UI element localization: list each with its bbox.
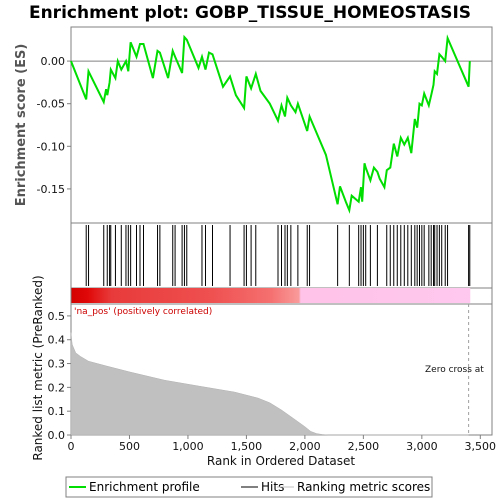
enrichment-profile-line	[70, 34, 471, 214]
color-bar-gradient	[71, 288, 471, 303]
zero-cross-label: Zero cross at	[425, 365, 484, 375]
es-y-tick-label: -0.15	[37, 183, 65, 196]
x-axis-ticks: 0 500 1,000 1,500 2,000 2,500 3,000 3,500	[68, 435, 497, 453]
legend-enrichment-label: Enrichment profile	[89, 480, 200, 494]
hit-marks	[85, 225, 471, 286]
ranking-metric-area	[70, 332, 469, 436]
x-tick-label: 0	[68, 440, 75, 453]
es-y-tick-label: -0.05	[37, 98, 65, 111]
legend-metric-label: Ranking metric scores	[297, 480, 430, 494]
es-y-tick-label: 0.00	[41, 55, 66, 68]
chart-title: Enrichment plot: GOBP_TISSUE_HOMEOSTASIS	[29, 3, 471, 23]
metric-y-tick-label: 0.0	[48, 429, 66, 442]
metric-panel: 'na_pos' (positively correlated) Zero cr…	[31, 275, 493, 461]
x-axis-label: Rank in Ordered Dataset	[207, 454, 355, 468]
metric-y-tick-label: 0.2	[48, 381, 66, 394]
metric-y-tick-label: 0.4	[48, 334, 66, 347]
legend-hits-label: Hits	[261, 480, 284, 494]
rank-color-bar	[70, 287, 493, 305]
x-tick-label: 500	[119, 440, 140, 453]
metric-axis-label: Ranked list metric (PreRanked)	[31, 275, 45, 460]
x-tick-label: 3,000	[406, 440, 438, 453]
metric-y-tick-label: 0.5	[48, 310, 66, 323]
legend: Enrichment profile Hits Ranking metric s…	[65, 476, 433, 498]
x-tick-label: 3,500	[465, 440, 497, 453]
positive-correlation-label: 'na_pos' (positively correlated)	[74, 307, 212, 317]
x-tick-label: 2,500	[348, 440, 380, 453]
es-panel-frame	[70, 26, 493, 224]
es-axis-label: Enrichment score (ES)	[14, 44, 29, 207]
es-panel: 0.00 -0.05 -0.10 -0.15 Enrichment score (ES…	[14, 26, 493, 224]
x-tick-label: 2,000	[289, 440, 321, 453]
x-tick-label: 1,000	[172, 440, 204, 453]
metric-y-ticks: 0.0 0.1 0.2 0.3 0.4 0.5	[48, 310, 71, 442]
x-tick-label: 1,500	[231, 440, 263, 453]
es-y-tick-label: -0.10	[37, 140, 65, 153]
es-ticks: 0.00 -0.05 -0.10 -0.15	[37, 55, 71, 196]
metric-y-tick-label: 0.3	[48, 358, 66, 371]
hits-panel	[70, 222, 493, 289]
metric-y-tick-label: 0.1	[48, 405, 66, 418]
